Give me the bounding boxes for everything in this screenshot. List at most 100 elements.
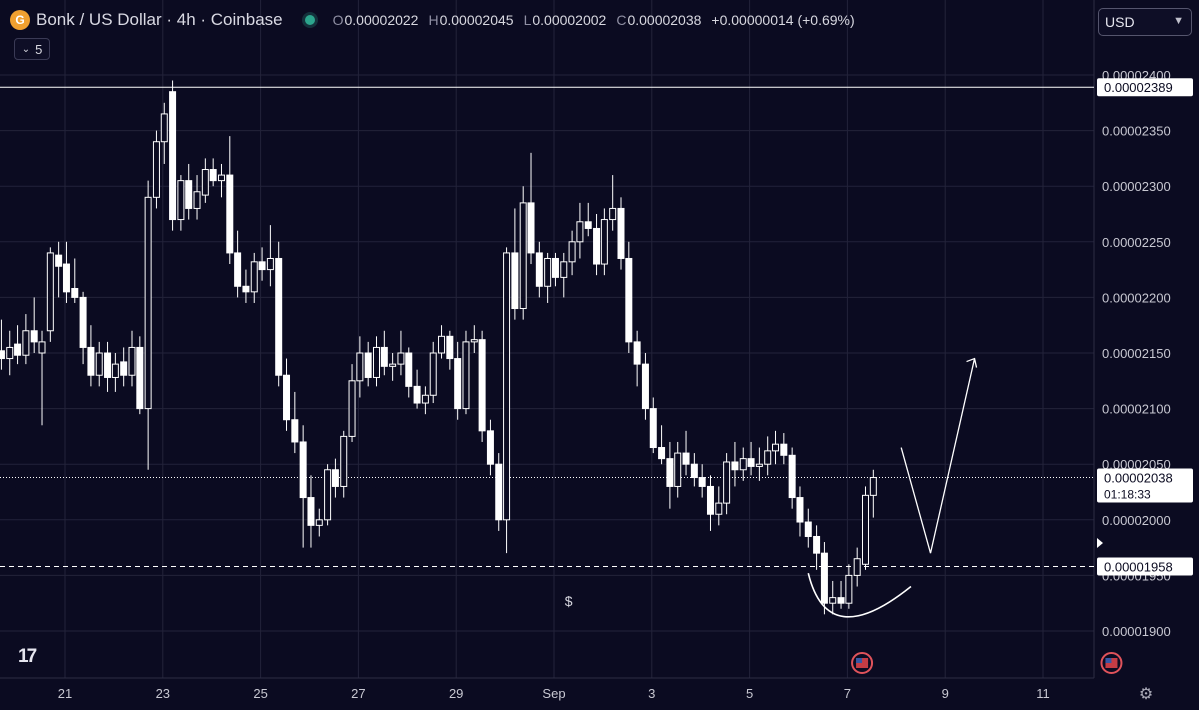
- candle-body: [169, 91, 177, 221]
- candle-body: [837, 597, 845, 604]
- candle-body: [128, 346, 136, 376]
- price-label-box: [1097, 468, 1193, 503]
- candle-body: [633, 341, 641, 365]
- candle-body: [617, 207, 625, 259]
- candle-body: [397, 352, 405, 365]
- y-tick-label: 0.00002350: [1102, 124, 1171, 139]
- currency-value: USD: [1105, 14, 1135, 30]
- candle-body: [307, 497, 315, 526]
- candle-body: [62, 263, 70, 293]
- candle-body: [160, 113, 168, 143]
- candle-body: [340, 435, 348, 487]
- candle-body: [804, 521, 812, 537]
- candle-body: [568, 241, 576, 263]
- candle-body: [454, 358, 462, 410]
- candle-body: [104, 352, 112, 378]
- countdown-label: 01:18:33: [1104, 488, 1151, 502]
- candle-body: [576, 221, 584, 243]
- candle-body: [111, 363, 119, 378]
- candle-body: [193, 191, 201, 209]
- price-label: 0.00001958: [1104, 560, 1173, 575]
- price-label: 0.00002038: [1104, 471, 1173, 486]
- candle-body: [764, 450, 772, 465]
- candle-body: [503, 252, 511, 521]
- candle-body: [14, 343, 22, 356]
- currency-select[interactable]: USD ▼: [1098, 8, 1192, 36]
- x-tick-label: 23: [156, 686, 170, 701]
- candle-body: [527, 202, 535, 254]
- candle-body: [389, 363, 397, 367]
- market-status-icon[interactable]: [304, 15, 315, 25]
- candle-body: [413, 385, 421, 404]
- projection-arrowhead: [966, 357, 978, 368]
- open-value: 0.00002022: [344, 12, 419, 28]
- gear-icon[interactable]: ⚙: [1138, 686, 1154, 703]
- candle-body: [266, 257, 274, 271]
- candle-body: [486, 430, 494, 465]
- high-key: H: [428, 12, 439, 28]
- candle-body: [462, 341, 470, 410]
- y-tick-label: 0.00002200: [1102, 290, 1171, 305]
- candle-body: [356, 352, 364, 382]
- candle-body: [495, 463, 503, 521]
- candle-body: [698, 477, 706, 487]
- candle-body: [511, 252, 519, 310]
- close-key: C: [616, 12, 627, 28]
- candle-body: [185, 180, 193, 209]
- candle-body: [609, 207, 617, 221]
- low-value: 0.00002002: [532, 12, 607, 28]
- x-tick-label: 5: [746, 686, 753, 701]
- y-tick-label: 0.00001900: [1102, 624, 1171, 639]
- candle-body: [829, 597, 837, 604]
- indicator-count: 5: [35, 41, 43, 57]
- x-tick-label: 27: [351, 686, 365, 701]
- candle-body: [739, 458, 747, 471]
- candle-body: [201, 169, 209, 196]
- candle-body: [421, 394, 429, 404]
- candle-body: [869, 477, 877, 496]
- y-tick-label: 0.00002250: [1102, 235, 1171, 250]
- symbol-title[interactable]: Bonk / US Dollar · 4h · Coinbase: [36, 10, 283, 29]
- candle-body: [258, 261, 266, 271]
- change-value: +0.00000014 (+0.69%): [711, 12, 855, 28]
- candle-body: [706, 485, 714, 515]
- projection-line: [900, 358, 976, 554]
- candle-body: [152, 141, 160, 198]
- x-tick-label: 3: [648, 686, 655, 701]
- x-tick-label: 9: [942, 686, 949, 701]
- x-tick-label: 29: [449, 686, 463, 701]
- candle-body: [560, 261, 568, 278]
- x-tick-label: 7: [844, 686, 851, 701]
- candle-body: [715, 502, 723, 515]
- candle-body: [690, 463, 698, 479]
- candle-body: [291, 419, 299, 443]
- candle-body: [177, 180, 185, 221]
- candle-body: [364, 352, 372, 378]
- candle-body: [470, 339, 478, 343]
- candle-body: [0, 350, 5, 360]
- high-value: 0.00002045: [439, 12, 514, 28]
- candle-body: [144, 196, 152, 410]
- candle-body: [861, 494, 869, 565]
- y-tick-label: 0.00002050: [1102, 457, 1171, 472]
- candle-body: [544, 257, 552, 287]
- close-value: 0.00002038: [627, 12, 702, 28]
- candle-body: [6, 346, 14, 360]
- x-tick-label: 25: [253, 686, 267, 701]
- candle-body: [348, 380, 356, 437]
- y-tick-label: 0.00002000: [1102, 513, 1171, 528]
- candle-body: [71, 288, 79, 298]
- y-tick-label: 0.00002300: [1102, 179, 1171, 194]
- candle-body: [283, 374, 291, 421]
- candle-body: [38, 341, 46, 354]
- candle-body: [217, 174, 225, 182]
- candle-body: [788, 454, 796, 499]
- us-flag-event-icon: [1105, 658, 1112, 663]
- low-key: L: [523, 12, 532, 28]
- indicators-toggle-button[interactable]: ⌄ 5: [14, 38, 50, 60]
- candle-body: [372, 346, 380, 378]
- chevron-down-icon: ⌄: [21, 43, 31, 55]
- x-tick-label: Sep: [542, 686, 565, 701]
- candle-body: [674, 452, 682, 487]
